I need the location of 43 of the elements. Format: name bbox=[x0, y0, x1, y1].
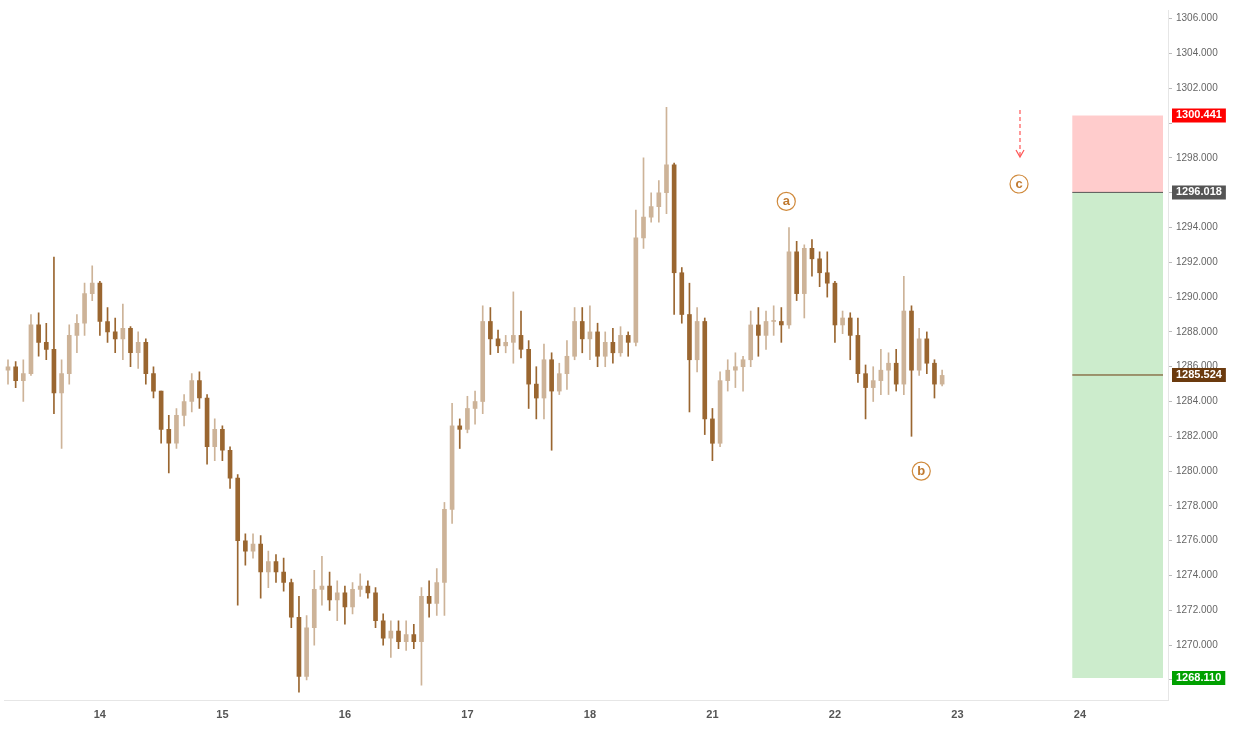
y-tick-label: 1276.000 bbox=[1176, 534, 1219, 546]
x-tick-label: 16 bbox=[338, 708, 352, 721]
annotation: b bbox=[917, 463, 926, 479]
annotation: c bbox=[1015, 176, 1023, 192]
y-tick-label: 1294.000 bbox=[1176, 221, 1219, 233]
candlestick bbox=[20, 359, 26, 402]
y-tick-label: 1284.000 bbox=[1176, 395, 1219, 407]
y-tick-label: 1270.000 bbox=[1176, 638, 1219, 650]
y-tick-label: 1274.000 bbox=[1176, 569, 1219, 581]
y-tick-label: 1282.000 bbox=[1176, 430, 1219, 442]
y-tick-label: 1272.000 bbox=[1176, 604, 1219, 616]
candlestick bbox=[43, 322, 49, 361]
candlestick bbox=[334, 580, 340, 622]
x-tick-label: 21 bbox=[706, 708, 719, 721]
candlestick bbox=[771, 305, 777, 336]
x-tick-label: 24 bbox=[1073, 708, 1087, 721]
y-tick-label: 1302.000 bbox=[1176, 82, 1219, 94]
y-tick-label: 1278.000 bbox=[1176, 499, 1219, 511]
x-tick-label: 22 bbox=[828, 708, 842, 721]
band-label: 1300.441 bbox=[1176, 108, 1222, 121]
x-tick-label: 17 bbox=[461, 708, 474, 721]
y-tick-label: 1290.000 bbox=[1176, 290, 1219, 302]
y-tick-label: 1298.000 bbox=[1176, 151, 1219, 163]
band-label: 1268.110 bbox=[1176, 671, 1222, 684]
x-tick-label: 23 bbox=[951, 708, 964, 721]
x-tick-label: 14 bbox=[93, 708, 107, 721]
y-tick-label: 1304.000 bbox=[1176, 47, 1219, 59]
y-tick-label: 1288.000 bbox=[1176, 325, 1219, 337]
x-tick-label: 15 bbox=[216, 708, 229, 721]
annotation: a bbox=[782, 193, 791, 209]
y-tick-label: 1292.000 bbox=[1176, 256, 1219, 268]
candlestick bbox=[870, 366, 876, 402]
ref-line-label: 1285.524 bbox=[1176, 368, 1223, 381]
candlestick bbox=[503, 335, 509, 354]
candlestick bbox=[457, 418, 463, 449]
x-tick-label: 18 bbox=[583, 708, 597, 721]
candlestick bbox=[166, 415, 172, 474]
y-tick-label: 1280.000 bbox=[1176, 464, 1219, 476]
ref-line-label: 1296.018 bbox=[1176, 185, 1222, 198]
candlestick bbox=[357, 573, 363, 597]
y-tick-label: 1306.000 bbox=[1176, 12, 1219, 24]
candlestick bbox=[112, 317, 118, 354]
candlestick bbox=[5, 359, 11, 385]
